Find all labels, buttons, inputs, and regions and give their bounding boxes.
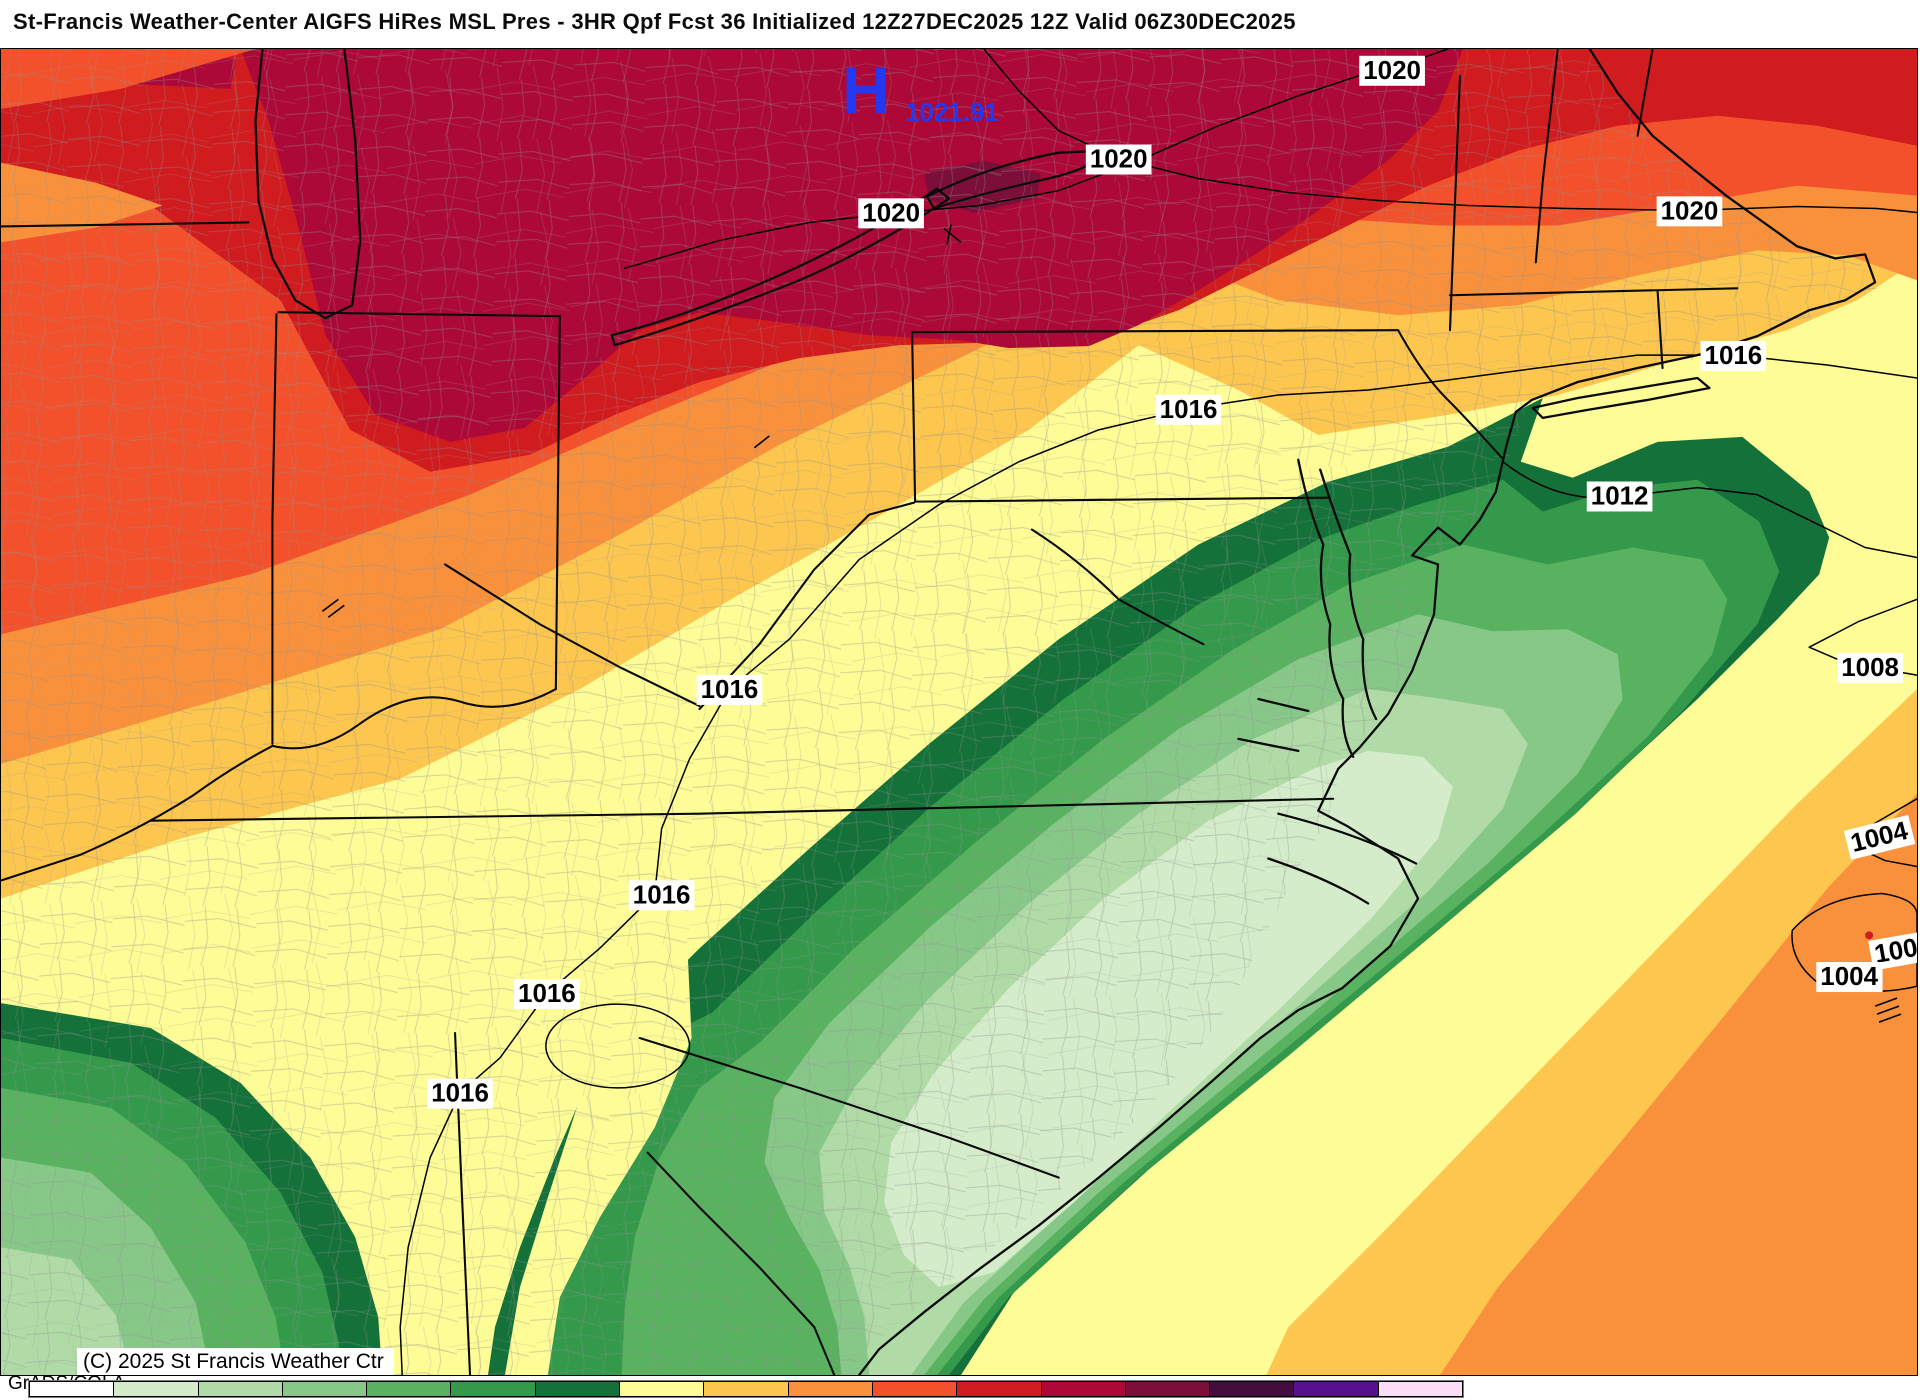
svg-text:1020: 1020 [1661,197,1719,225]
copyright-label: (C) 2025 St Francis Weather Ctr [77,1348,394,1375]
isobar-label-box [1359,55,1425,86]
colorbar-segment [1378,1381,1464,1397]
svg-text:1016: 1016 [633,881,691,909]
svg-text:1016: 1016 [1705,342,1763,370]
coastline [858,49,1877,1375]
isobar-label: 1004 [1816,962,1883,993]
colorbar-segment [788,1381,873,1397]
svg-text:1012: 1012 [1591,482,1649,510]
colorbar-segment [872,1381,958,1397]
map-title: St-Francis Weather-Center AIGFS HiRes MS… [13,9,1296,34]
isobar-label-box [1656,196,1723,227]
colorbar-segment [1210,1381,1295,1397]
colorbar-segment [957,1381,1042,1397]
isobar-1012 [1502,461,1917,559]
isobar-label: 1016 [427,1078,493,1109]
svg-text:1016: 1016 [431,1080,489,1108]
isobar-label: 1020 [1656,196,1723,227]
isobar-label-box [1700,340,1767,371]
isobar-label-box [427,1078,493,1109]
wind-barb-marks [321,224,1902,1023]
colorbar-segment [535,1381,621,1397]
colorbar-segment [198,1381,283,1397]
svg-text:1016: 1016 [518,980,576,1008]
isobar-label-layer: 1020 1020 1020 1020 1016 1016 1016 1016 1016 1016… [427,55,1917,1109]
svg-text:1020: 1020 [1363,57,1421,85]
isobar-1004-closed [1791,892,1917,993]
isobar-label: 1016 [514,978,580,1009]
low-center-dot [1865,931,1874,940]
high-pressure-marker: H 1021.91 [842,53,999,127]
isobar-label-box [1155,394,1222,425]
lake-michigan-outline [254,49,362,320]
atlantic-coastline [858,49,1877,1375]
state-borders [1,49,1739,1375]
colorbar-segment [114,1381,199,1397]
isobar-label-box [1085,144,1152,175]
isobar-label-box [1843,814,1916,860]
colorbar-segment [1041,1381,1126,1397]
isobar-label-box [514,978,580,1009]
isobar-label: 1020 [858,198,924,229]
isobar-label: 1016 [696,674,763,705]
isobar-label: 1012 [1586,481,1653,512]
colorbar-segment [282,1381,368,1397]
isobar-label-box [1586,481,1653,512]
james-river-inlet [1237,697,1310,753]
isobar-label-box [1837,652,1903,683]
long-island-outline [1531,376,1711,420]
svg-text:1020: 1020 [1090,146,1148,174]
colorbar-segment [29,1381,115,1397]
isobar-label: 1016 [628,880,695,911]
colorbar-segment [704,1381,789,1397]
isobar-label-box [1816,962,1883,993]
chesapeake-bay-east-shore [1319,468,1378,721]
isobar-1020-b [983,49,1917,214]
colorbar-segment [1294,1381,1379,1397]
colorbar-segment [367,1381,452,1397]
isobar-label: 1016 [1155,394,1222,425]
isobar-label-box [628,880,695,911]
colorbar-segment [620,1381,705,1397]
high-symbol: H [842,53,890,127]
isobar-label-box [696,674,763,705]
svg-text:1008: 1008 [1841,654,1899,682]
isobar-label-box [1868,929,1917,971]
colorbar-segment [1125,1381,1211,1397]
chesapeake-bay-west-shore [1297,458,1355,759]
svg-text:1016: 1016 [701,676,759,704]
isobar-label: 1020 [1359,55,1425,86]
isobar-label: 1020 [1085,144,1152,175]
svg-text:1016: 1016 [1160,396,1218,424]
isobar-1016-closed [545,1003,691,1089]
high-value: 1021.91 [905,99,999,127]
colorbar-segment [451,1381,536,1397]
svg-text:1004: 1004 [1820,963,1878,991]
isobar-label-box [858,198,924,229]
svg-text:1020: 1020 [862,199,920,227]
isobar-label: 1016 [1700,340,1767,371]
isobar-label: 1008 [1837,652,1903,683]
pressure-qpf-map: 1020 1020 1020 1020 1016 1016 1016 1016 1016 1016… [0,48,1918,1376]
pamlico-sound-outline [1267,812,1418,905]
qpf-band-orange-se [1439,793,1917,1375]
lake-erie-outline [610,187,951,347]
map-canvas: 1020 1020 1020 1020 1016 1016 1016 1016 1016 1016… [1,49,1917,1375]
qpf-colorbar [28,1380,1464,1398]
